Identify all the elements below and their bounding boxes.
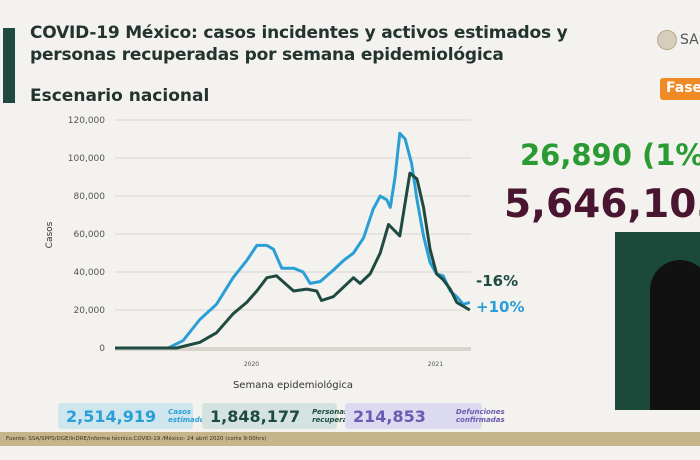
summary-value: 214,853 <box>353 406 426 426</box>
seal-icon <box>657 30 677 50</box>
logo-text: SA <box>680 32 699 48</box>
y-axis-label: Casos <box>45 221 55 248</box>
y-tick-label: 0 <box>99 344 105 354</box>
fase-badge: Fase <box>660 78 700 100</box>
title-accent-bar <box>3 28 15 103</box>
summary-value: 1,848,177 <box>210 406 301 426</box>
y-tick-label: 60,000 <box>74 230 106 240</box>
summary-card-recuperadas: 1,848,177 Personas recuperadas <box>202 403 361 429</box>
daily-increase: 26,890 (1%) <box>520 138 700 172</box>
summary-card-casos: 2,514,919 Casos estimados <box>58 403 209 429</box>
series-line-casos <box>115 131 471 350</box>
y-tick-label: 80,000 <box>74 192 106 202</box>
series-line-activos <box>115 171 471 350</box>
summary-value: 2,514,919 <box>66 406 157 426</box>
x-axis-label: Semana epidemiológica <box>233 379 353 391</box>
x-axis <box>115 347 471 351</box>
total-cases: 5,646,105 <box>504 182 700 227</box>
title-line-2: personas recuperadas por semana epidemio… <box>30 45 504 65</box>
interpreter <box>650 260 700 410</box>
summary-card-defunciones: 214,853 Defunciones confirmadas <box>345 403 505 429</box>
page-title: COVID-19 México: casos incidentes y acti… <box>30 22 568 66</box>
y-tick-label: 20,000 <box>74 306 106 316</box>
page-subtitle: Escenario nacional <box>30 86 210 106</box>
x-tick-label: 2020 <box>244 361 259 368</box>
summary-label: Casos estimados <box>168 408 209 424</box>
active-change-label: -16% <box>476 272 519 290</box>
y-tick-label: 40,000 <box>74 268 106 278</box>
estimated-change-label: +10% <box>476 298 525 316</box>
x-tick-label: 2021 <box>428 361 443 368</box>
summary-label: Personas recuperadas <box>312 408 362 424</box>
summary-label: Defunciones confirmadas <box>455 408 505 424</box>
y-tick-label: 120,000 <box>68 116 105 126</box>
source-footer: Fuente: SSA/SPPS/DGE/InDRE/Informe técni… <box>0 432 700 446</box>
salud-logo: SA <box>657 30 699 50</box>
y-tick-label: 100,000 <box>68 154 105 164</box>
title-line-1: COVID-19 México: casos incidentes y acti… <box>30 23 568 43</box>
